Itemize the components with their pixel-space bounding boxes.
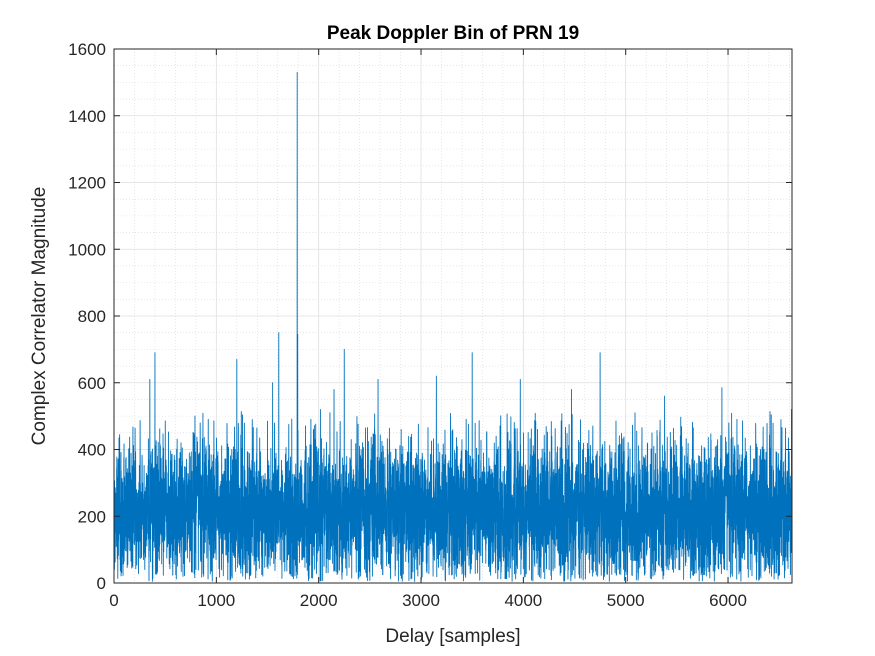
chart-title: Peak Doppler Bin of PRN 19 (327, 23, 579, 44)
y-axis-label: Complex Correlator Magnitude (29, 187, 50, 446)
y-tick-label: 800 (78, 307, 106, 326)
x-tick-label: 6000 (709, 591, 747, 610)
x-tick-label: 2000 (300, 591, 338, 610)
y-tick-label: 1200 (68, 174, 106, 193)
y-tick-label: 200 (78, 507, 106, 526)
x-tick-label: 1000 (197, 591, 235, 610)
x-tick-label: 5000 (607, 591, 645, 610)
y-tick-label: 1600 (68, 40, 106, 59)
x-tick-label: 3000 (402, 591, 440, 610)
series-line (113, 71, 793, 582)
y-tick-label: 600 (78, 374, 106, 393)
y-tick-label: 1400 (68, 107, 106, 126)
y-axis-ticks: 0 200 400 600 800 1000 1200 1400 1600 (68, 40, 792, 593)
y-tick-label: 1000 (68, 240, 106, 259)
x-axis-ticks: 0 1000 2000 3000 4000 5000 6000 (109, 49, 747, 610)
x-tick-label: 0 (109, 591, 118, 610)
y-tick-label: 400 (78, 441, 106, 460)
y-tick-label: 0 (97, 574, 106, 593)
x-axis-label: Delay [samples] (385, 626, 520, 647)
x-tick-label: 4000 (504, 591, 542, 610)
